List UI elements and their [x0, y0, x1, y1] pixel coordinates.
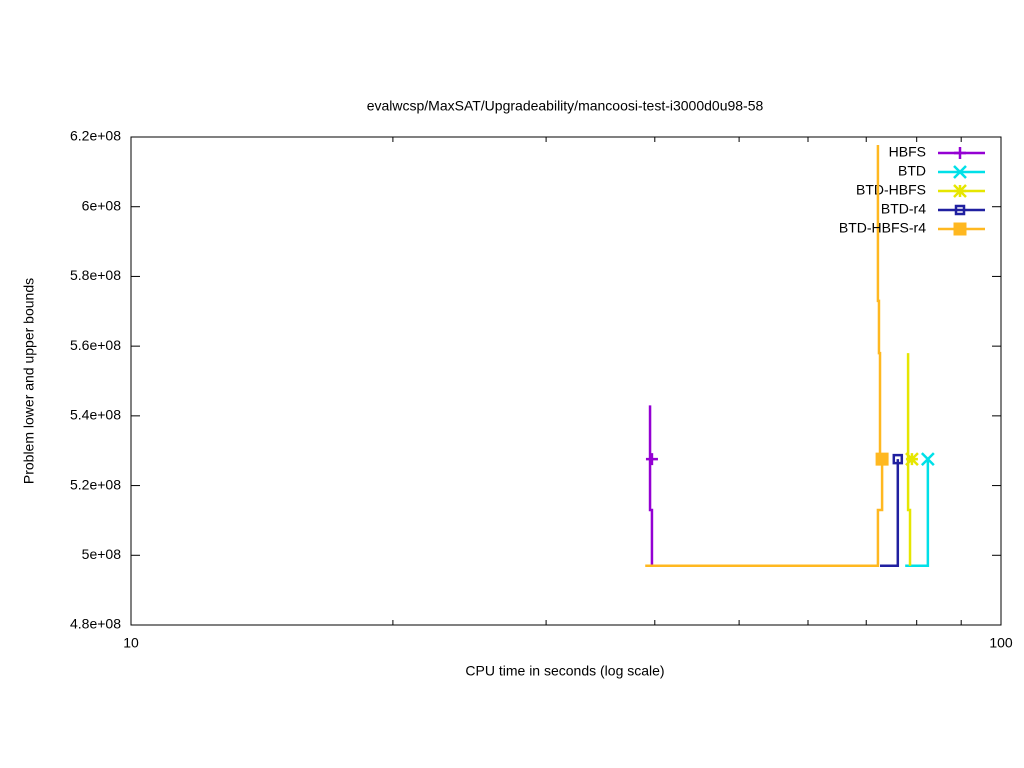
y-tick-label: 5.4e+08: [70, 407, 121, 423]
series-line: [648, 405, 654, 566]
series-line: [880, 459, 900, 567]
series-line: [905, 459, 930, 567]
y-tick-label: 5.6e+08: [70, 337, 121, 353]
y-tick-label: 5e+08: [82, 546, 122, 562]
final-point: [645, 453, 658, 466]
x-tick-label: 10: [123, 635, 139, 651]
final-point: [905, 452, 919, 466]
legend-label: HBFS: [889, 144, 926, 160]
legend-marker: [953, 184, 967, 198]
chart-title: evalwcsp/MaxSAT/Upgradeability/mancoosi-…: [367, 98, 764, 114]
legend-marker: [954, 147, 966, 159]
y-tick-label: 6e+08: [82, 197, 122, 213]
legend-label: BTD-HBFS: [856, 182, 926, 198]
final-point: [875, 452, 889, 466]
legend-label: BTD-HBFS-r4: [839, 220, 926, 236]
final-point: [920, 452, 935, 466]
legend-marker: [953, 165, 967, 179]
y-tick-label: 5.8e+08: [70, 267, 121, 283]
x-axis-label: CPU time in seconds (log scale): [465, 663, 664, 679]
plot-frame: [130, 136, 1002, 626]
legend-label: BTD-r4: [881, 201, 926, 217]
final-point: [892, 453, 904, 465]
y-tick-label: 4.8e+08: [70, 616, 121, 632]
y-tick-label: 5.2e+08: [70, 476, 121, 492]
series-line: [645, 145, 884, 567]
legend-marker: [953, 222, 967, 236]
y-axis-label: Problem lower and upper bounds: [21, 278, 37, 484]
y-tick-label: 6.2e+08: [70, 128, 121, 144]
legend-label: BTD: [898, 163, 926, 179]
x-tick-label: 100: [989, 635, 1013, 651]
series-line: [906, 353, 912, 566]
legend-marker: [954, 204, 966, 216]
